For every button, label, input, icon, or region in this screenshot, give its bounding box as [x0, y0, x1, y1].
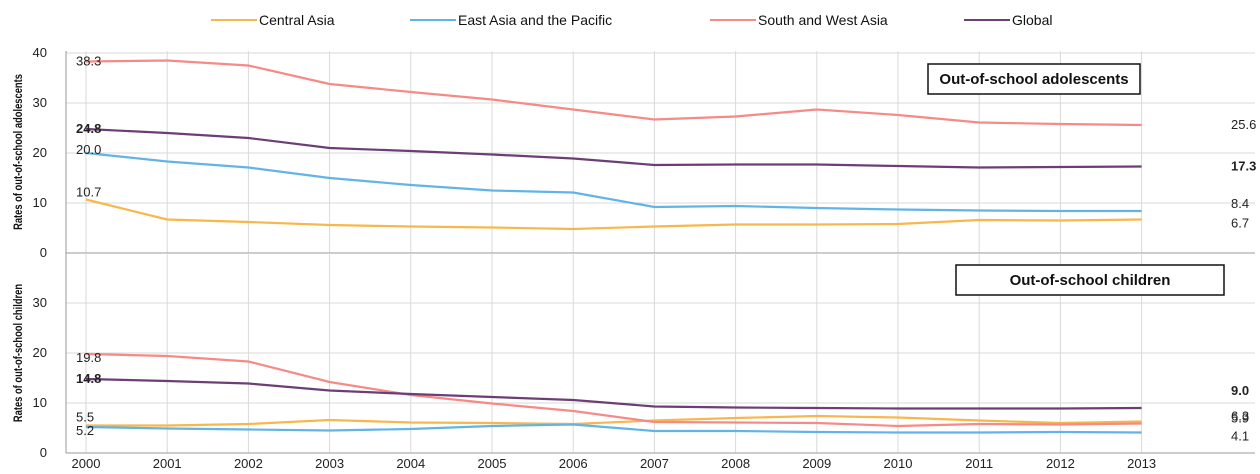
- x-tick-label: 2002: [234, 456, 263, 469]
- chart-panel-adolescents: 0 10 20 30 40 Rates of out-of-school adolesce…: [12, 45, 1256, 260]
- data-label-end: 8.4: [1231, 196, 1249, 211]
- series-line-south-and-west-asia: [85, 59, 1142, 127]
- series-line-global: [85, 127, 1142, 169]
- data-label-start: 20.0: [76, 142, 101, 157]
- data-label-start: 24.8: [76, 121, 101, 136]
- panel-title: Out-of-school adolescents: [939, 71, 1128, 88]
- data-label-end: 9.0: [1231, 383, 1249, 398]
- y-axis-label: Rates of out-of-school adolescents: [12, 74, 25, 230]
- data-label-start: 5.2: [76, 423, 94, 438]
- y-tick-label: 20: [33, 345, 47, 360]
- legend-item: Global: [964, 12, 1052, 28]
- x-tick-label: 2012: [1046, 456, 1075, 469]
- x-tick-label: 2011: [965, 456, 993, 469]
- series-line-east-asia-and-the-pacific: [85, 423, 1142, 434]
- panel-title: Out-of-school children: [1010, 272, 1171, 289]
- data-label-end: 4.1: [1231, 429, 1249, 444]
- legend-item: East Asia and the Pacific: [410, 12, 612, 28]
- legend-label: East Asia and the Pacific: [458, 12, 612, 28]
- legend-label: Global: [1012, 12, 1052, 28]
- data-label-end: 25.6: [1231, 117, 1256, 132]
- series-line-central-asia: [85, 198, 1142, 231]
- series-line-central-asia: [86, 414, 1142, 427]
- x-tick-label: 2010: [884, 456, 913, 469]
- x-tick-label: 2008: [721, 456, 750, 469]
- y-tick-label: 10: [33, 195, 47, 210]
- legend-item: South and West Asia: [710, 12, 888, 28]
- x-tick-label: 2013: [1127, 456, 1156, 469]
- legend-item: Central Asia: [211, 12, 335, 28]
- x-tick-label: 2003: [315, 456, 344, 469]
- y-tick-label: 40: [33, 45, 47, 60]
- data-label-start: 5.5: [76, 410, 94, 425]
- panel-title-box: [955, 264, 1225, 296]
- chart-panel-children: 0 10 20 30 Rates of out-of-school children 5.…: [12, 253, 1255, 471]
- x-tick-label: 2007: [640, 456, 669, 469]
- data-label-end: 5.9: [1231, 411, 1249, 426]
- data-label-start: 10.7: [76, 185, 101, 200]
- x-tick-label: 2001: [153, 456, 182, 469]
- legend-label: Central Asia: [259, 12, 335, 28]
- data-label-start: 19.8: [76, 350, 101, 365]
- y-tick-label: 0: [40, 445, 47, 460]
- y-tick-label: 10: [33, 395, 47, 410]
- series-line-south-and-west-asia: [85, 352, 1142, 428]
- data-label-start: 38.3: [76, 54, 101, 69]
- y-tick-label: 30: [33, 295, 47, 310]
- data-label-end: 6.3: [1231, 409, 1249, 424]
- legend-label: South and West Asia: [758, 12, 888, 28]
- data-label-end: 17.3: [1231, 159, 1256, 174]
- panel-title-box: [927, 63, 1141, 95]
- y-axis-label: Rates of out-of-school children: [12, 284, 25, 422]
- y-tick-label: 30: [33, 95, 47, 110]
- x-tick-label: 2006: [559, 456, 588, 469]
- series-line-east-asia-and-the-pacific: [85, 151, 1142, 213]
- x-tick-label: 2009: [802, 456, 831, 469]
- data-label-end: 6.7: [1231, 216, 1249, 231]
- x-tick-label: 2005: [478, 456, 507, 469]
- y-tick-label: 0: [40, 245, 47, 260]
- x-tick-label: 2004: [396, 456, 425, 469]
- data-label-start: 14.8: [76, 371, 101, 386]
- series-line-global: [85, 377, 1142, 410]
- x-tick-label: 2000: [72, 456, 101, 469]
- y-tick-label: 20: [33, 145, 47, 160]
